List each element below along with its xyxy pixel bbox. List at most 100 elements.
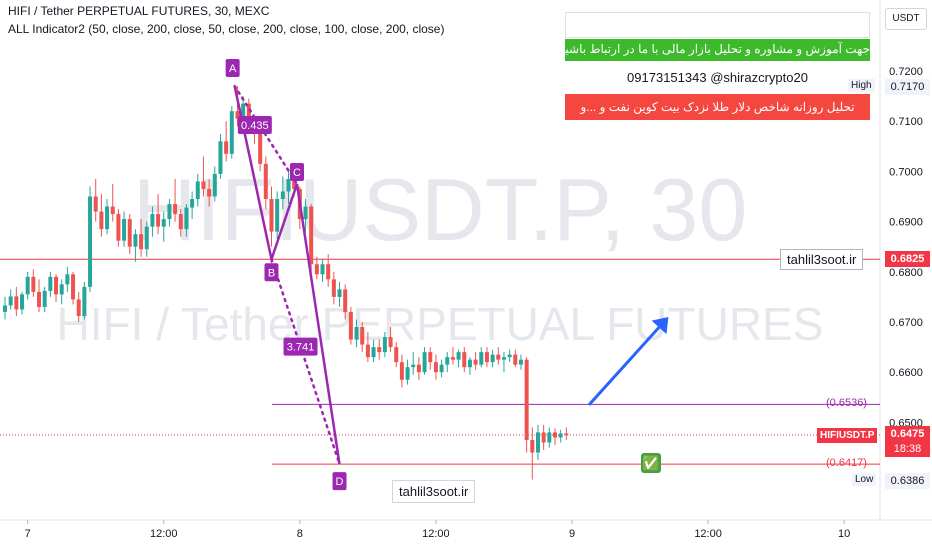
candle-body <box>496 354 501 360</box>
candle-body <box>422 352 427 373</box>
candle-body <box>411 364 416 368</box>
watermark-name: HIFI / Tether PERPETUAL FUTURES <box>57 298 824 350</box>
candle-body <box>76 299 81 316</box>
candle-body <box>382 337 387 353</box>
candle-body <box>65 274 70 285</box>
projection-arrow[interactable] <box>587 316 669 406</box>
time-tick-label: 8 <box>297 528 303 540</box>
candle-body <box>139 234 144 250</box>
time-tick-label: 12:00 <box>694 528 722 540</box>
candle-body <box>501 357 506 360</box>
time-tick-label: 7 <box>25 528 31 540</box>
candle-body <box>360 327 365 345</box>
candle-body <box>178 214 183 230</box>
arrow-shaft <box>587 326 661 406</box>
indicator-legend[interactable]: ALL Indicator2 (50, close, 200, close, 5… <box>8 22 445 36</box>
point-label-c: C <box>290 162 305 181</box>
price-tick-label: 0.6600 <box>889 367 923 379</box>
candle-body <box>99 211 104 230</box>
candle-body <box>122 219 127 241</box>
horizontal-lines[interactable] <box>0 258 880 465</box>
ratio-label-ac-bg <box>237 116 272 135</box>
candle-body <box>320 264 325 275</box>
candle-body <box>445 357 450 365</box>
symbol-tag: HIFIUSDT.P <box>817 428 878 443</box>
time-axis[interactable]: 7 12:00 8 12:00 9 12:00 10 <box>25 520 851 540</box>
watermark-ticker: HIFIUSDT.P, 30 <box>133 160 748 259</box>
candle-body <box>365 344 370 358</box>
candle-body <box>201 181 206 189</box>
candle-body <box>156 214 161 227</box>
candle-body <box>377 347 382 353</box>
price-tick-label: 0.7000 <box>889 166 923 178</box>
candle-body <box>343 289 348 312</box>
candle-body <box>241 103 246 119</box>
price-tick-label: 0.7200 <box>889 66 923 78</box>
candle-body <box>388 337 393 348</box>
price-tick-label: 0.6800 <box>889 267 923 279</box>
candle-body <box>48 276 53 291</box>
point-label-d: D <box>332 472 347 491</box>
abcd-pattern[interactable] <box>233 84 341 466</box>
point-label-d-bg <box>332 472 347 491</box>
ratio-label-ac: 0.435 <box>237 116 272 135</box>
ratio-label-bd-text: 3.741 <box>287 342 315 354</box>
candle-body <box>167 204 172 220</box>
price-axis[interactable]: 0.7200 0.7100 0.7000 0.6900 0.6800 0.6700 0.66… <box>889 66 923 429</box>
point-label-b-text: B <box>268 267 275 279</box>
candle-body <box>71 274 76 300</box>
candles[interactable] <box>3 86 569 480</box>
candle-body <box>116 214 121 241</box>
candle-body <box>507 354 512 358</box>
candle-body <box>354 327 359 340</box>
candle-body <box>286 178 291 192</box>
candle-body <box>547 432 552 443</box>
ratio-label-bd-bg <box>283 337 318 356</box>
candle-body <box>133 234 138 247</box>
candle-body <box>462 352 467 368</box>
candle-body <box>161 219 166 227</box>
ratio-label-bd: 3.741 <box>283 337 318 356</box>
point-label-b: B <box>264 263 279 282</box>
ad-line-3: تحلیل روزانه شاخص دلار طلا نزدک بیت کوین… <box>565 94 870 120</box>
point-label-c-bg <box>290 162 305 181</box>
high-value-tag: 0.7170 <box>885 79 930 95</box>
chart-title: HIFI / Tether PERPETUAL FUTURES, 30, MEX… <box>8 4 270 18</box>
candle-body <box>535 432 540 453</box>
point-label-d-text: D <box>336 476 344 488</box>
candle-body <box>150 214 155 227</box>
currency-button[interactable]: USDT <box>885 8 927 30</box>
candle-body <box>280 191 285 200</box>
candle-body <box>82 286 87 316</box>
candle-body <box>173 204 178 215</box>
candle-body <box>229 111 234 154</box>
candle-body <box>433 362 438 373</box>
candle-body <box>484 352 489 363</box>
candle-body <box>54 276 59 295</box>
candle-body <box>552 432 557 438</box>
ad-blank-row <box>565 12 870 38</box>
pattern-labels: A B C D 0.435 3.741 <box>225 59 347 491</box>
time-tick-label: 12:00 <box>150 528 178 540</box>
candle-body <box>195 181 200 200</box>
arrow-head <box>651 316 669 335</box>
brand-label-bottom: tahlil3soot.ir <box>392 480 476 503</box>
candle-body <box>479 352 484 365</box>
check-icon: ✅ <box>641 453 661 473</box>
candle-body <box>144 226 149 250</box>
brand-label: tahlil3soot.ir <box>780 249 864 270</box>
candle-body <box>348 311 353 340</box>
candle-body <box>558 433 563 438</box>
candle-body <box>88 196 93 287</box>
candle-body <box>309 206 314 265</box>
candle-body <box>331 279 336 297</box>
candle-body <box>428 352 433 363</box>
price-tick-label: 0.6900 <box>889 217 923 229</box>
countdown-tag: 18:38 <box>885 441 930 457</box>
candle-body <box>25 276 30 295</box>
pattern-legs <box>233 85 341 465</box>
candle-body <box>184 207 189 230</box>
candle-body <box>20 294 25 310</box>
price-tick-label: 0.7100 <box>889 116 923 128</box>
